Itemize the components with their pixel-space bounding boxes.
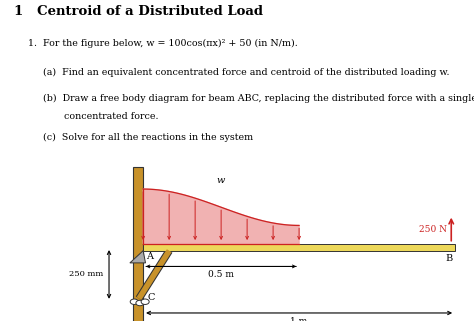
Text: 250 N: 250 N [419, 225, 447, 234]
Polygon shape [130, 251, 146, 263]
Text: 1   Centroid of a Distributed Load: 1 Centroid of a Distributed Load [14, 4, 263, 18]
Bar [143, 244, 455, 251]
Bar [133, 167, 143, 321]
Text: (c)  Solve for all the reactions in the system: (c) Solve for all the reactions in the s… [43, 133, 253, 142]
Text: 250 mm: 250 mm [69, 271, 103, 278]
Circle shape [136, 300, 144, 306]
Text: B: B [446, 254, 453, 263]
Text: (a)  Find an equivalent concentrated force and centroid of the distributed loadi: (a) Find an equivalent concentrated forc… [43, 68, 449, 77]
Text: A: A [146, 252, 154, 261]
Text: concentrated force.: concentrated force. [43, 112, 158, 121]
Circle shape [130, 299, 138, 304]
Text: w: w [217, 176, 225, 185]
Text: 1 m: 1 m [291, 317, 308, 321]
Text: C: C [147, 293, 155, 302]
Polygon shape [143, 189, 299, 244]
Text: (b)  Draw a free body diagram for beam ABC, replacing the distributed force with: (b) Draw a free body diagram for beam AB… [43, 93, 474, 103]
Text: 1.  For the figure below, w = 100cos(πx)² + 50 (in N/m).: 1. For the figure below, w = 100cos(πx)²… [28, 39, 298, 48]
Circle shape [141, 299, 149, 304]
Text: 0.5 m: 0.5 m [208, 270, 234, 279]
